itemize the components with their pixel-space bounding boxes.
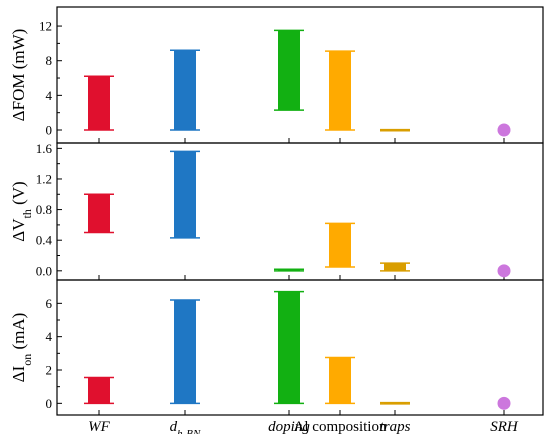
y-tick-label: 8 <box>46 53 53 68</box>
panel-frame-3 <box>56 279 544 416</box>
bar-wf <box>88 194 110 233</box>
point-srh <box>497 396 511 410</box>
bar-traps <box>384 263 406 271</box>
y-tick-label: 0.4 <box>36 233 53 248</box>
y-tick-label: 1.6 <box>36 141 53 156</box>
y-tick-label: 6 <box>46 296 53 311</box>
bar-wf <box>88 377 110 404</box>
bar-doping <box>278 291 300 404</box>
bar-al <box>329 223 351 267</box>
bar-al <box>329 357 351 404</box>
bar-dhbn <box>174 300 196 404</box>
bar-doping <box>278 30 300 111</box>
y-axis-label: ΔFOM (mW) <box>9 29 28 122</box>
category-label-doping: doping <box>268 419 310 434</box>
y-tick-label: 0 <box>46 123 53 138</box>
y-tick-label: 0.0 <box>36 263 52 278</box>
y-axis-label: ΔVth (V) <box>9 181 34 241</box>
y-tick-label: 12 <box>39 19 52 34</box>
panel-frame-2 <box>56 142 544 281</box>
y-tick-label: 4 <box>46 329 53 344</box>
category-label-srh: SRH <box>490 419 519 434</box>
y-tick-label: 0.8 <box>36 202 52 217</box>
point-srh <box>497 123 511 137</box>
category-label-wf: WF <box>88 419 110 434</box>
bar-dhbn <box>174 50 196 131</box>
category-label-traps: traps <box>380 419 411 434</box>
bar-wf <box>88 76 110 131</box>
y-tick-label: 1.2 <box>36 171 52 186</box>
point-srh <box>497 264 511 278</box>
y-tick-label: 4 <box>46 88 53 103</box>
bar-doping <box>278 269 300 271</box>
y-axis-label: ΔIon (mA) <box>9 313 34 383</box>
category-label-al: Al composition <box>294 419 387 434</box>
y-tick-label: 2 <box>46 363 53 378</box>
y-tick-label: 0 <box>46 396 53 411</box>
category-label-dhbn: dh-BN <box>170 419 201 434</box>
bar-dhbn <box>174 151 196 238</box>
bar-al <box>329 51 351 131</box>
